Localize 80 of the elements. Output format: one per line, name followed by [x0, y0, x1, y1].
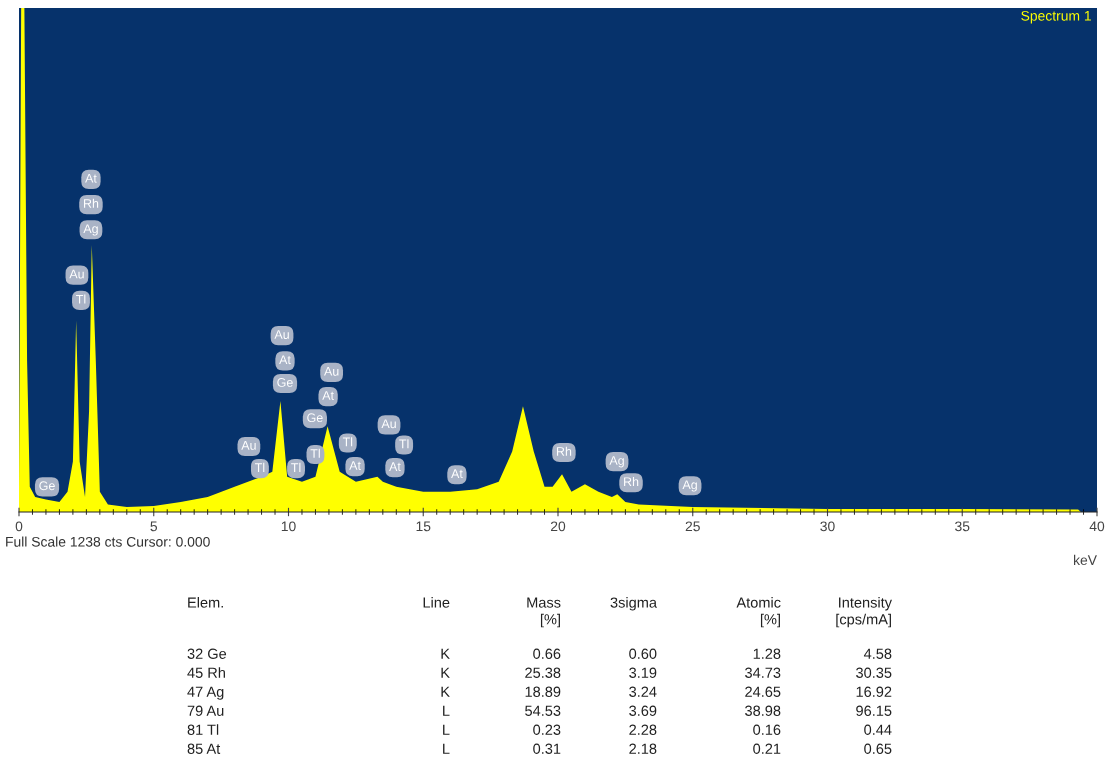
text: Mass [%] [527, 597, 561, 628]
text: L [443, 724, 450, 735]
text: Intensity [cps/mA] [836, 597, 892, 628]
text: 81 Tl [187, 724, 219, 735]
text: 85 At [187, 743, 221, 754]
text: 47 Ag [187, 686, 224, 700]
text: 0.31 [533, 743, 561, 754]
x-tick-label: 30 [820, 521, 835, 532]
annotation: Tl [310, 448, 320, 458]
annotation: At [389, 462, 401, 471]
text: 3.24 [629, 686, 657, 697]
text: 2.28 [629, 724, 657, 735]
text: 24.65 [745, 686, 781, 697]
text: K [441, 686, 450, 697]
text: 3.19 [629, 667, 657, 678]
text: 0.23 [533, 724, 561, 735]
text: Atomic [%] [736, 597, 781, 628]
annotation: Au [324, 367, 339, 376]
annotation: Ag [83, 224, 98, 236]
text: Line [423, 597, 450, 608]
text: 16.92 [856, 686, 892, 697]
annotation: Spectrum 1 [1021, 10, 1091, 24]
x-tick-label: 40 [1089, 521, 1105, 532]
text: 0.66 [533, 648, 561, 659]
text: 96.15 [856, 705, 892, 716]
annotation: At [349, 461, 361, 470]
text: 34.73 [745, 667, 781, 678]
annotation: Ge [307, 413, 323, 423]
text: K [441, 648, 450, 659]
annotation: Rh [556, 446, 572, 456]
text: L [443, 705, 450, 716]
text: 3sigma [610, 597, 657, 611]
text: L [443, 743, 450, 754]
annotation: Tl [291, 462, 301, 472]
annotation: Ag [682, 480, 697, 492]
x-tick-label: 10 [281, 521, 296, 532]
annotation: At [85, 173, 97, 183]
x-tick-label: 5 [150, 521, 158, 532]
x-tick-label: 15 [416, 521, 431, 532]
text: 0.65 [864, 743, 892, 754]
text: 0.60 [629, 648, 657, 659]
annotation: Ge [39, 481, 55, 491]
annotation: At [451, 469, 463, 479]
text: 25.38 [525, 667, 561, 678]
annotation: Tl [76, 294, 86, 304]
text: Full Scale 1238 cts Cursor: 0.000 [6, 536, 210, 547]
annotation: At [279, 355, 291, 365]
text: 54.53 [525, 705, 561, 716]
x-tick-label: 20 [550, 521, 566, 532]
annotation: Ag [609, 456, 624, 468]
text: 38.98 [745, 705, 781, 716]
text: Elem. [188, 597, 223, 608]
x-tick-label: 35 [955, 521, 970, 532]
x-tick-label: 25 [685, 521, 700, 532]
text: 0.21 [753, 743, 781, 754]
text: 4.58 [863, 648, 892, 659]
x-tick-label: 0 [15, 521, 23, 532]
text: 1.28 [753, 648, 781, 659]
text: 0.16 [753, 724, 781, 735]
text: 3.69 [629, 705, 657, 716]
text: 18.89 [525, 686, 561, 697]
annotation: Rh [83, 198, 99, 208]
annotation: Au [241, 441, 256, 450]
text: 0.44 [864, 724, 892, 735]
text: 30.35 [856, 667, 892, 678]
text: K [441, 667, 450, 678]
x-axis-title: keV [1074, 554, 1097, 566]
text: 45 Rh [187, 667, 225, 678]
text: 2.18 [629, 743, 657, 754]
annotation: Ge [277, 377, 293, 387]
annotation: Au [381, 419, 396, 429]
annotation: Tl [399, 439, 409, 449]
annotation: At [322, 391, 334, 400]
annotation: Au [274, 330, 289, 339]
annotation: Au [69, 269, 84, 279]
text: 32 Ge [187, 648, 227, 659]
annotation: Tl [342, 437, 353, 447]
annotation: Tl [255, 462, 265, 472]
text: 79 Au [187, 705, 224, 716]
annotation: Rh [624, 476, 639, 486]
